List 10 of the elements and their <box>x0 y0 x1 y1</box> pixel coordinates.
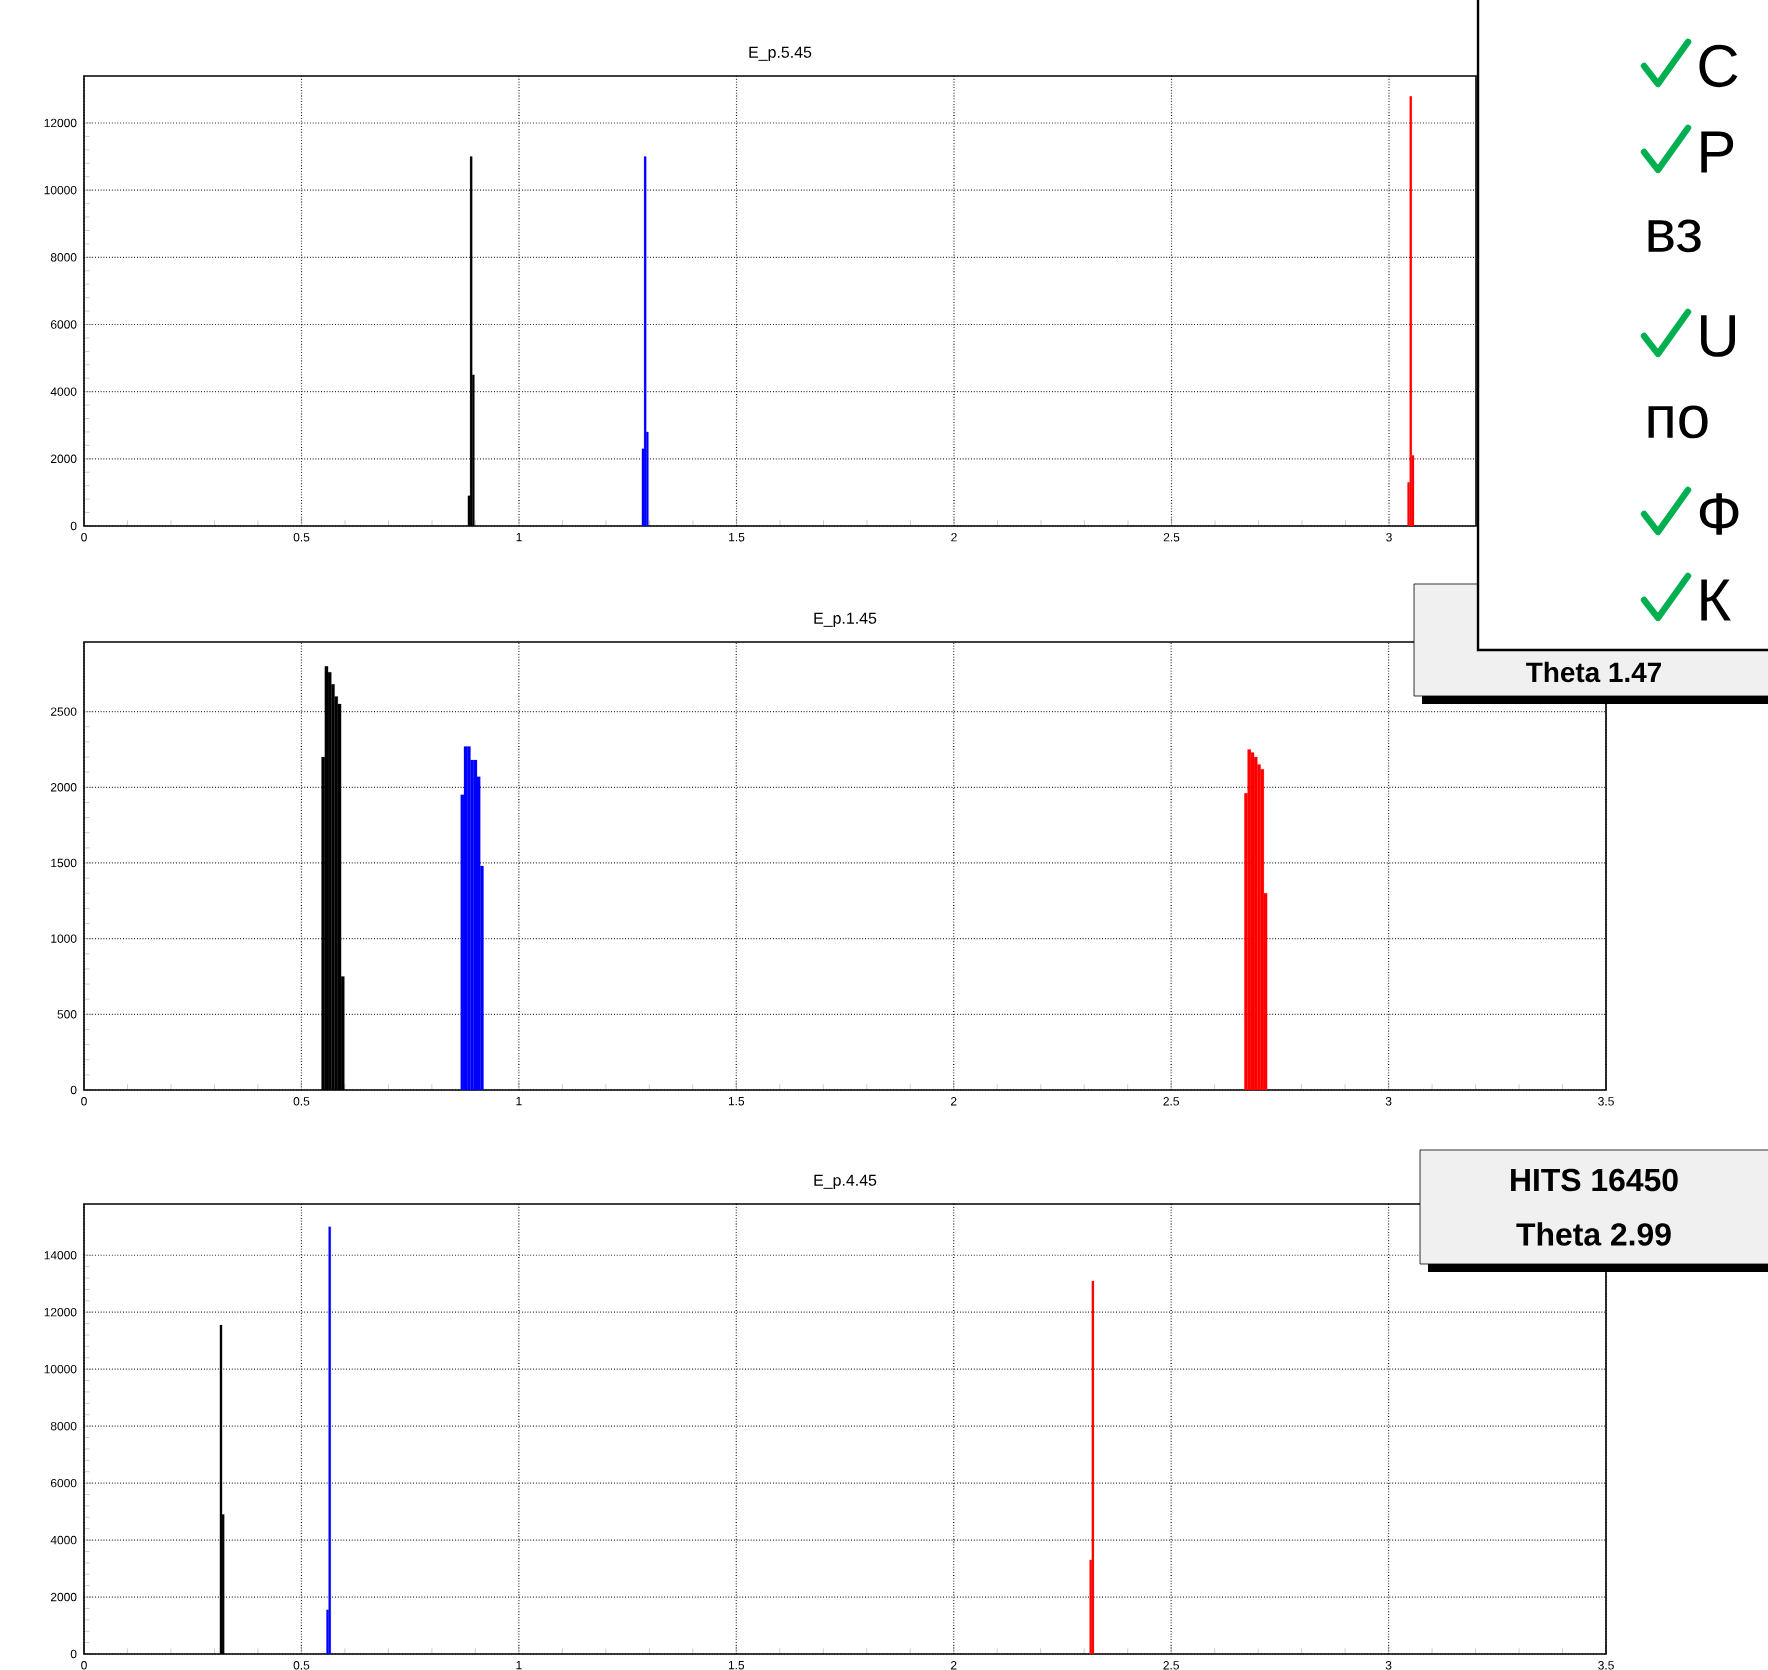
text: Р <box>1701 131 1734 173</box>
text: К <box>1701 579 1731 621</box>
text: Ф <box>1699 493 1739 535</box>
text: С <box>1699 44 1738 88</box>
text: U <box>1701 315 1735 357</box>
text: HITS 16450 <box>1511 1168 1678 1192</box>
annotation: Theta 1.47 <box>1526 661 1661 683</box>
annotation: Theta 2.99 <box>1516 1222 1671 1246</box>
text: по <box>1648 405 1708 439</box>
text: вз <box>1648 219 1701 253</box>
